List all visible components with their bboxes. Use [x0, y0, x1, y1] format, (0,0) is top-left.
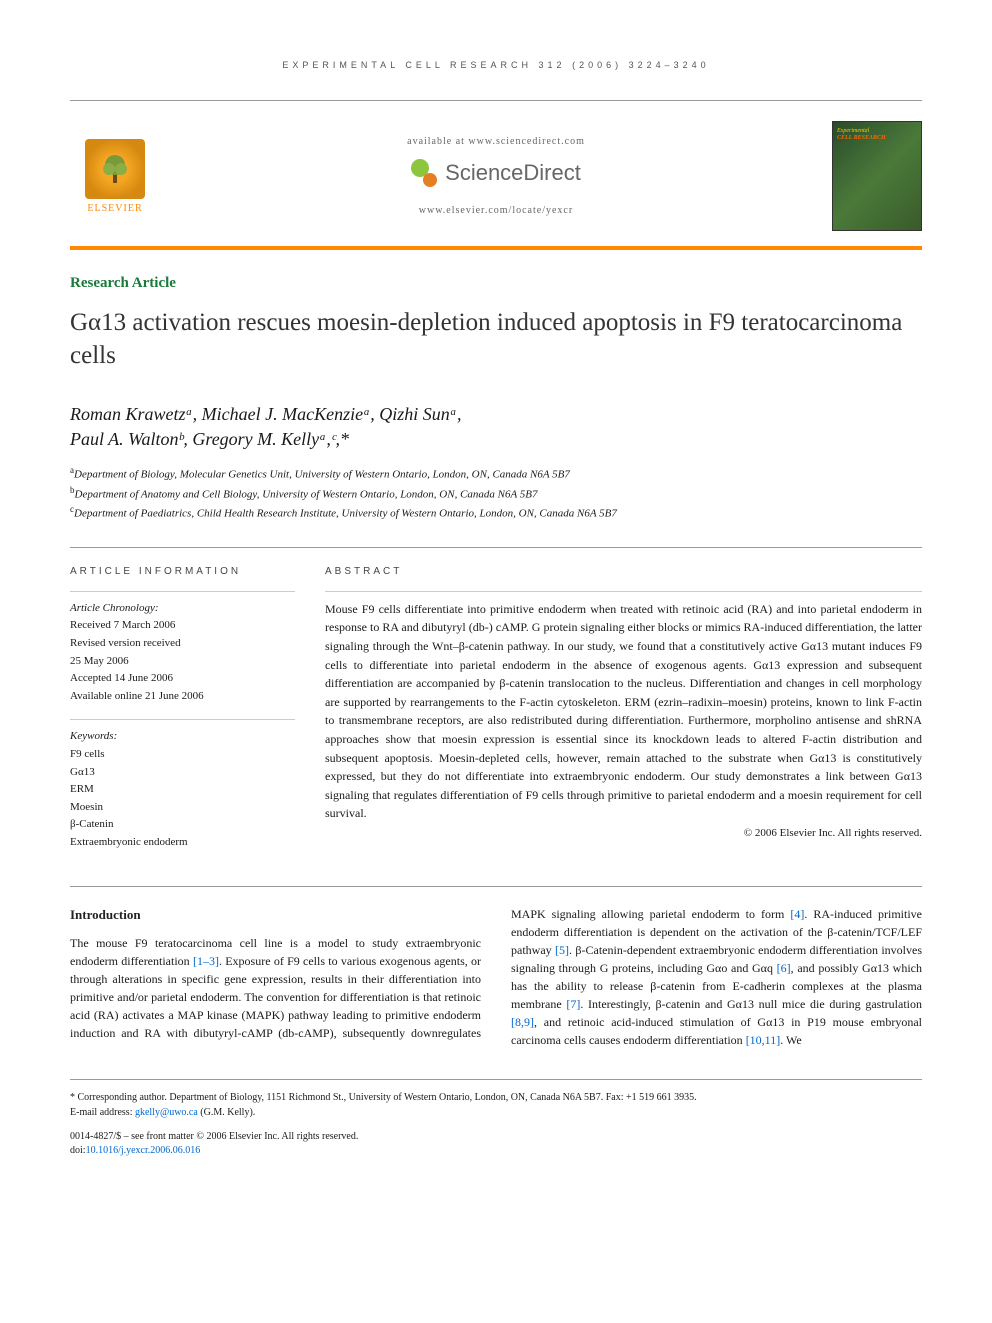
- article-type: Research Article: [70, 275, 922, 292]
- copyright-line: © 2006 Elsevier Inc. All rights reserved…: [325, 827, 922, 839]
- info-abstract-row: ARTICLE INFORMATION Article Chronology: …: [70, 547, 922, 866]
- chronology-revised-date: 25 May 2006: [70, 653, 295, 671]
- article-title: Gα13 activation rescues moesin-depletion…: [70, 307, 922, 372]
- citation-link[interactable]: [7]: [566, 997, 580, 1011]
- introduction-heading: Introduction: [70, 905, 481, 925]
- publisher-block: ELSEVIER: [70, 139, 160, 214]
- author-list: Roman Krawetzᵃ, Michael J. MacKenzieᵃ, Q…: [70, 402, 922, 452]
- body-paragraph: The mouse F9 teratocarcinoma cell line i…: [70, 905, 922, 1049]
- keyword-item: β-Catenin: [70, 816, 295, 834]
- email-link[interactable]: gkelly@uwo.ca: [135, 1107, 198, 1118]
- email-footnote: E-mail address: gkelly@uwo.ca (G.M. Kell…: [70, 1105, 922, 1120]
- keywords-label: Keywords:: [70, 728, 295, 746]
- citation-link[interactable]: [6]: [777, 961, 791, 975]
- authors-line-2: Paul A. Waltonᵇ, Gregory M. Kellyᵃ,ᶜ,*: [70, 427, 922, 452]
- running-head: EXPERIMENTAL CELL RESEARCH 312 (2006) 32…: [70, 60, 922, 70]
- keywords-block: Keywords: F9 cells Gα13 ERM Moesin β-Cat…: [70, 719, 295, 851]
- doi-link[interactable]: 10.1016/j.yexcr.2006.06.016: [86, 1145, 201, 1156]
- body-text: Introduction The mouse F9 teratocarcinom…: [70, 905, 922, 1049]
- sciencedirect-icon: [411, 159, 439, 187]
- doi-block: 0014-4827/$ – see front matter © 2006 El…: [70, 1130, 922, 1158]
- sciencedirect-text: ScienceDirect: [445, 160, 581, 186]
- affiliation-c: cDepartment of Paediatrics, Child Health…: [70, 503, 922, 522]
- section-divider: [70, 886, 922, 887]
- cover-title-line1: Experimental: [837, 128, 917, 135]
- doi-line: doi:10.1016/j.yexcr.2006.06.016: [70, 1144, 922, 1158]
- article-info-heading: ARTICLE INFORMATION: [70, 566, 295, 577]
- citation-link[interactable]: [5]: [555, 943, 569, 957]
- citation-link[interactable]: [4]: [790, 907, 804, 921]
- publisher-name: ELSEVIER: [87, 203, 142, 214]
- keyword-item: Extraembryonic endoderm: [70, 834, 295, 852]
- chronology-received: Received 7 March 2006: [70, 617, 295, 635]
- journal-cover-thumbnail: Experimental CELL RESEARCH: [832, 121, 922, 231]
- affiliations: aDepartment of Biology, Molecular Geneti…: [70, 464, 922, 521]
- keyword-item: Gα13: [70, 764, 295, 782]
- citation-link[interactable]: [8,9]: [511, 1015, 534, 1029]
- keyword-item: F9 cells: [70, 746, 295, 764]
- journal-url: www.elsevier.com/locate/yexcr: [180, 205, 812, 216]
- abstract-column: ABSTRACT Mouse F9 cells differentiate in…: [325, 566, 922, 866]
- footnotes: * Corresponding author. Department of Bi…: [70, 1079, 922, 1158]
- affiliation-a: aDepartment of Biology, Molecular Geneti…: [70, 464, 922, 483]
- banner-center: available at www.sciencedirect.com Scien…: [160, 136, 832, 216]
- journal-banner: ELSEVIER available at www.sciencedirect.…: [70, 100, 922, 250]
- cover-title-line2: CELL RESEARCH: [837, 135, 917, 142]
- abstract-heading: ABSTRACT: [325, 566, 922, 577]
- chronology-accepted: Accepted 14 June 2006: [70, 670, 295, 688]
- sciencedirect-logo: ScienceDirect: [180, 159, 812, 187]
- citation-link[interactable]: [10,11]: [746, 1033, 781, 1047]
- chronology-label: Article Chronology:: [70, 600, 295, 618]
- keyword-item: ERM: [70, 781, 295, 799]
- citation-link[interactable]: [1–3]: [193, 954, 219, 968]
- keyword-item: Moesin: [70, 799, 295, 817]
- affiliation-b: bDepartment of Anatomy and Cell Biology,…: [70, 484, 922, 503]
- corresponding-author-footnote: * Corresponding author. Department of Bi…: [70, 1090, 922, 1105]
- elsevier-tree-icon: [85, 139, 145, 199]
- chronology-revised-label: Revised version received: [70, 635, 295, 653]
- front-matter-line: 0014-4827/$ – see front matter © 2006 El…: [70, 1130, 922, 1144]
- chronology-online: Available online 21 June 2006: [70, 688, 295, 706]
- abstract-text: Mouse F9 cells differentiate into primit…: [325, 591, 922, 823]
- available-at-text: available at www.sciencedirect.com: [180, 136, 812, 147]
- article-information: ARTICLE INFORMATION Article Chronology: …: [70, 566, 295, 866]
- authors-line-1: Roman Krawetzᵃ, Michael J. MacKenzieᵃ, Q…: [70, 402, 922, 427]
- chronology-block: Article Chronology: Received 7 March 200…: [70, 591, 295, 706]
